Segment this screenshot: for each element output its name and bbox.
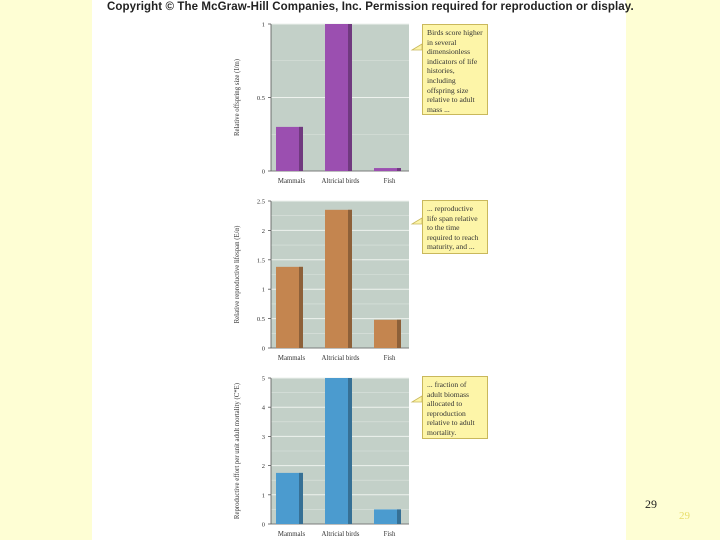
y-axis-label-2: Reproductive effort per unit adult morta… [234,383,241,519]
category-label-0-1: Altricial birds [322,178,360,185]
callout-pointer-1 [410,217,423,225]
bar-0-1 [325,24,352,171]
ytick-label-0-1: 0.5 [257,95,265,102]
ytick-label-1-3: 1.5 [257,257,265,264]
category-label-1-1: Altricial birds [322,355,360,362]
bar-0-0 [276,126,303,171]
bar-shade-0-2 [397,168,401,171]
slide-number: 29 [645,497,657,511]
y-axis-label-1: Relative reproductive lifespan (E/α) [234,226,241,324]
bar-1-2 [374,319,401,348]
ytick-label-1-2: 1 [262,287,265,294]
ytick-label-2-2: 2 [262,463,265,470]
category-label-2-1: Altricial birds [322,531,360,538]
callout-reproductive-lifespan: ... reproductive life span relative to t… [422,200,488,254]
callout-offspring-size: Birds score higher in several dimensionl… [422,24,488,115]
bar-2-0 [276,472,303,524]
bar-0-2 [374,168,401,171]
bar-shade-2-0 [299,472,303,524]
ytick-label-0-2: 1 [262,22,265,29]
ytick-label-2-4: 4 [262,405,266,412]
bar-1-1 [325,209,352,348]
copyright-notice: Copyright © The McGraw-Hill Companies, I… [107,1,634,13]
bar-shade-2-1 [348,378,352,524]
category-label-2-0: Mammals [278,531,306,538]
slide-number-ghost: 29 [679,510,690,522]
bar-shade-1-1 [348,209,352,348]
bar-shade-0-1 [348,24,352,171]
category-label-0-0: Mammals [278,178,306,185]
callout-reproductive-effort: ... fraction of adult biomass allocated … [422,376,488,439]
ytick-label-1-1: 0.5 [257,316,265,323]
y-axis-label-0: Relative offspring size (I/m) [234,59,241,136]
ytick-label-2-3: 3 [262,434,265,441]
ytick-label-2-0: 0 [262,522,265,529]
ytick-label-1-5: 2.5 [257,199,265,206]
bar-shade-1-0 [299,266,303,348]
ytick-label-0-0: 0 [262,169,265,176]
category-label-1-0: Mammals [278,355,306,362]
category-label-1-2: Fish [384,355,396,362]
category-label-0-2: Fish [384,178,396,185]
bar-shade-1-2 [397,319,401,348]
bar-shade-2-2 [397,509,401,524]
ytick-label-1-4: 2 [262,228,265,235]
bar-1-0 [276,266,303,348]
bar-shade-0-0 [299,126,303,171]
ytick-label-2-5: 5 [262,376,265,383]
callout-pointer-0 [410,43,423,51]
ytick-label-2-1: 1 [262,492,265,499]
category-label-2-2: Fish [384,531,396,538]
callout-pointer-2 [410,395,423,403]
ytick-label-1-0: 0 [262,346,265,353]
bar-2-2 [374,509,401,524]
bar-2-1 [325,378,352,524]
